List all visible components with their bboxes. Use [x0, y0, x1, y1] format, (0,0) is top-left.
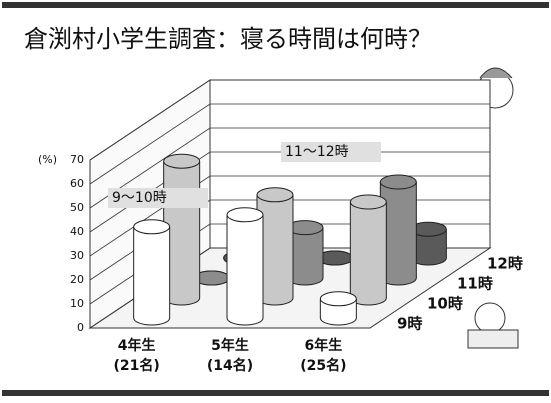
chart-title: 倉渕村小学生調査：寝る時間は何時？ [24, 25, 432, 53]
bar [350, 202, 386, 298]
cylinder-top [227, 208, 263, 222]
cylinder [227, 208, 263, 325]
series-label: 9時 [397, 315, 422, 333]
series-label: 10時 [427, 295, 463, 313]
reading-child [468, 303, 518, 348]
x-tick-label: 4年生 [118, 337, 156, 354]
series-label: 11時 [457, 275, 493, 293]
y-tick-label: 50 [70, 201, 84, 214]
y-tick-label: 10 [70, 297, 84, 310]
bar [227, 215, 263, 318]
x-tick-sublabel: (25名) [300, 357, 346, 374]
page: {"chart_data": {"type": "bar3d", "title"… [0, 0, 551, 403]
y-tick-label: 60 [70, 177, 84, 190]
cylinder-top [134, 220, 170, 234]
cylinder [320, 292, 356, 325]
series-label: 12時 [487, 255, 523, 273]
chart: 倉渕村小学生調査：寝る時間は何時？ (%) 0 10 20 30 40 50 60 70 12時… [0, 0, 551, 403]
annotation: 9〜10時 [112, 190, 167, 206]
y-tick-label: 0 [77, 321, 84, 334]
x-tick-sublabel: (21名) [114, 357, 160, 374]
y-tick-label: 20 [70, 273, 84, 286]
y-tick-label: 70 [70, 153, 84, 166]
annotation: 11〜12時 [285, 144, 349, 160]
cylinder [134, 220, 170, 325]
y-tick-label: 30 [70, 249, 84, 262]
y-axis-label: (%) [38, 153, 57, 166]
cylinder-top [164, 154, 200, 168]
cylinder-top [257, 188, 293, 202]
cylinder-top [320, 292, 356, 306]
cylinder [350, 195, 386, 305]
cylinder-top [350, 195, 386, 209]
y-tick-label: 40 [70, 225, 84, 238]
x-tick-label: 5年生 [211, 337, 249, 354]
bar [134, 227, 170, 318]
top-bar [2, 2, 549, 8]
x-tick-label: 6年生 [304, 337, 342, 354]
x-tick-sublabel: (14名) [207, 357, 253, 374]
cylinder-top [380, 175, 416, 189]
bottom-bar [2, 390, 549, 396]
